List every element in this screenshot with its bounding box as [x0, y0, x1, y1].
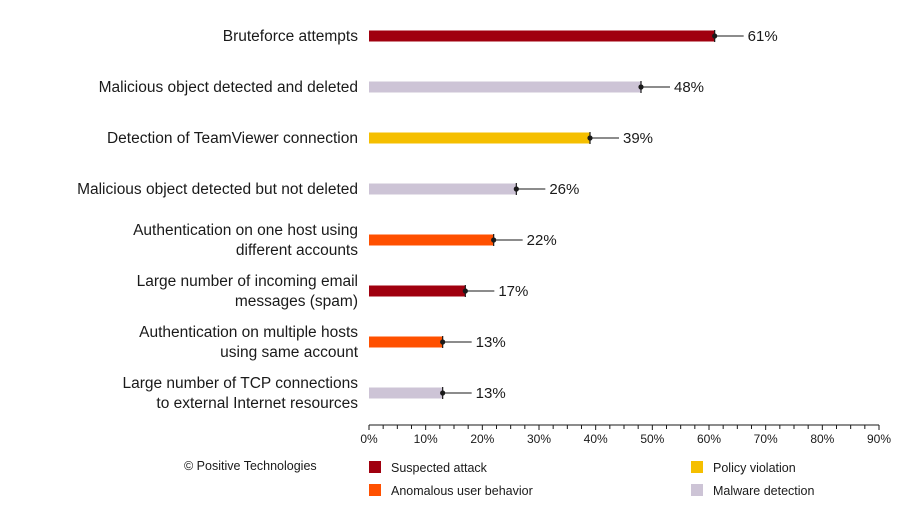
x-tick-label: 10% [414, 432, 438, 446]
bar [369, 234, 494, 246]
value-marker-dot [587, 135, 593, 141]
value-label: 13% [476, 334, 506, 351]
legend: Suspected attack Policy violation Anomalou… [369, 461, 814, 498]
value-marker-dot [638, 84, 644, 90]
category-label: Bruteforce attempts [223, 28, 359, 45]
bar-row: Malicious object detected and deleted 48% [99, 79, 704, 96]
value-marker-dot [440, 390, 446, 396]
bar-row: Authentication on multiple hosts using sa… [139, 324, 506, 361]
category-label: Authentication on multiple hosts [139, 324, 358, 341]
legend-item: Policy violation [691, 461, 796, 475]
bars-layer: Bruteforce attempts 61% Malicious object d… [77, 28, 778, 412]
bar-row: Bruteforce attempts 61% [223, 28, 778, 45]
category-label: Authentication on one host using [133, 222, 358, 239]
legend-swatch [369, 484, 381, 496]
category-label: Malicious object detected and deleted [99, 79, 358, 96]
x-axis: 0% 10% 20% 30% 40% 50% 60% 70% 80% 90% [360, 424, 891, 446]
x-tick-label: 50% [640, 432, 664, 446]
x-tick-label: 80% [810, 432, 834, 446]
bar [369, 30, 715, 42]
copyright-credit: © Positive Technologies [184, 459, 317, 473]
value-label: 61% [748, 28, 778, 45]
legend-item: Malware detection [691, 484, 814, 498]
value-marker-dot [462, 288, 468, 294]
category-label: Large number of TCP connections [122, 375, 358, 392]
value-marker-dot [513, 186, 519, 192]
value-label: 26% [549, 181, 579, 198]
legend-swatch [369, 461, 381, 473]
bar-row: Detection of TeamViewer connection 39% [107, 130, 653, 147]
legend-label: Suspected attack [391, 461, 488, 475]
bar-row: Large number of TCP connections to extern… [122, 375, 505, 412]
legend-item: Anomalous user behavior [369, 484, 533, 498]
category-label: Detection of TeamViewer connection [107, 130, 358, 147]
bar [369, 285, 466, 297]
x-tick-label: 20% [470, 432, 494, 446]
x-tick-label: 60% [697, 432, 721, 446]
x-tick-label: 40% [584, 432, 608, 446]
legend-label: Anomalous user behavior [391, 484, 533, 498]
value-label: 22% [527, 232, 557, 249]
value-label: 48% [674, 79, 704, 96]
value-label: 13% [476, 385, 506, 402]
category-label: Malicious object detected but not delete… [77, 181, 358, 198]
category-label: using same account [220, 344, 359, 361]
bar-row: Authentication on one host using differen… [133, 222, 557, 259]
legend-label: Malware detection [713, 484, 814, 498]
value-label: 17% [498, 283, 528, 300]
bar-row: Malicious object detected but not delete… [77, 181, 579, 198]
category-label: messages (spam) [235, 293, 358, 310]
value-marker-dot [491, 237, 497, 243]
bar [369, 132, 590, 144]
value-marker-dot [440, 339, 446, 345]
legend-item: Suspected attack [369, 461, 488, 475]
x-tick-label: 70% [754, 432, 778, 446]
x-tick-label: 90% [867, 432, 891, 446]
bar [369, 336, 443, 348]
x-tick-label: 30% [527, 432, 551, 446]
bar [369, 81, 641, 93]
bar [369, 387, 443, 399]
legend-label: Policy violation [713, 461, 796, 475]
bar [369, 183, 517, 195]
bar-row: Large number of incoming email messages (… [137, 273, 529, 310]
x-tick-label: 0% [360, 432, 378, 446]
category-label: Large number of incoming email [137, 273, 358, 290]
category-label: to external Internet resources [156, 395, 358, 412]
legend-swatch [691, 461, 703, 473]
value-label: 39% [623, 130, 653, 147]
legend-swatch [691, 484, 703, 496]
category-label: different accounts [236, 242, 358, 259]
value-marker-dot [712, 33, 718, 39]
